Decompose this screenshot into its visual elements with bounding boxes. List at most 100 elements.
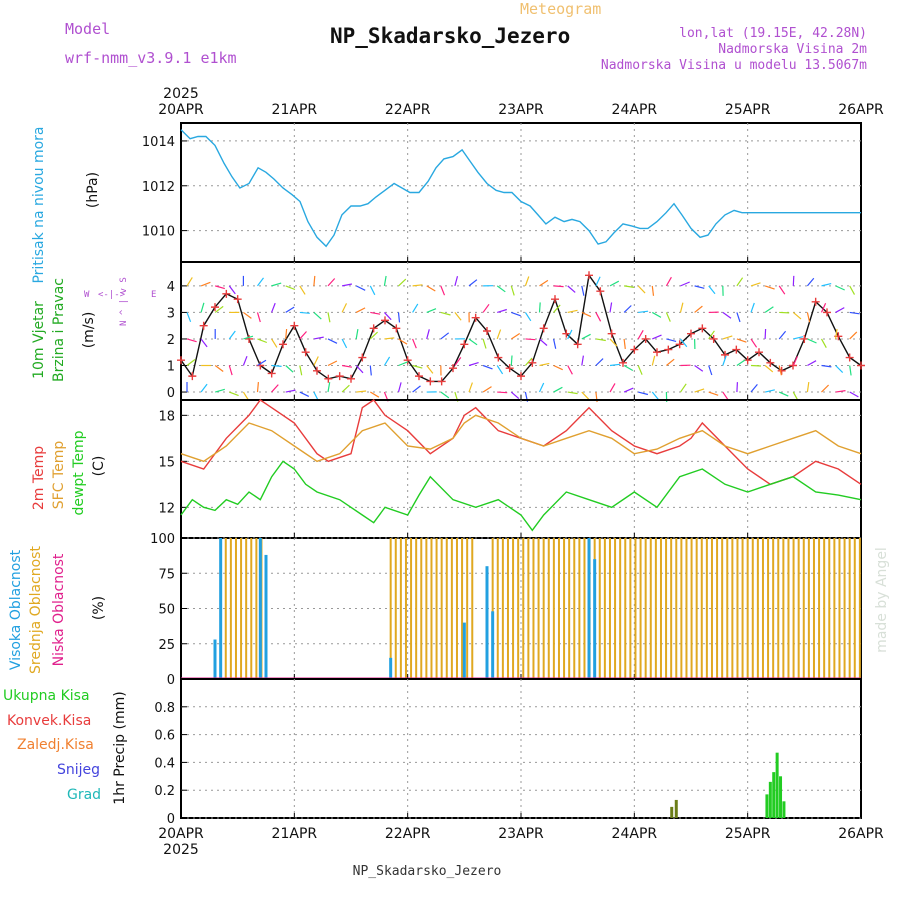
precip-legend-frozen: Zaledj.Kisa	[17, 737, 94, 753]
bar-mid-cloud	[639, 538, 642, 679]
bar-mid-cloud	[455, 538, 458, 679]
wind-arrow	[792, 275, 795, 286]
wind-arrow	[228, 365, 233, 376]
x-date-bottom: 20APR	[158, 826, 204, 842]
speed-marker	[222, 289, 231, 298]
bar-high-cloud	[593, 559, 597, 679]
bar-mid-cloud	[245, 538, 248, 679]
wind-arrow	[384, 337, 395, 340]
bar-mid-cloud	[756, 538, 759, 679]
bar-high-cloud	[258, 538, 262, 679]
wind-arrow	[567, 391, 578, 395]
wind-arrow	[327, 312, 331, 323]
wind-arrow	[750, 384, 758, 393]
bar-mid-cloud	[665, 538, 668, 679]
wind-arrow	[383, 356, 391, 366]
panel-frame	[180, 678, 862, 819]
y-tick-label: 50	[158, 603, 175, 618]
compass-vertical: N ^ | v S	[119, 277, 129, 326]
bar-precip	[782, 801, 786, 818]
wind-arrow	[271, 384, 279, 393]
panel-precip: 0 0.2 0.4 0.6 0.8	[154, 678, 862, 827]
wind-arrow	[285, 365, 294, 373]
bar-mid-cloud	[435, 538, 438, 679]
wind-arrow	[807, 360, 817, 367]
x-date-bottom: 22APR	[385, 826, 431, 842]
wind-arrow	[299, 311, 310, 314]
bar-mid-cloud	[537, 538, 540, 679]
speed-marker	[528, 358, 537, 367]
speed-marker	[630, 345, 639, 354]
wind-arrow	[849, 391, 859, 398]
bar-high-cloud	[462, 622, 466, 679]
bar-mid-cloud	[250, 538, 253, 679]
wind-arrow	[271, 282, 282, 287]
wind-arrow	[454, 276, 459, 287]
wind-arrow	[510, 355, 513, 366]
bar-mid-cloud	[440, 538, 443, 679]
wind-arrow	[792, 356, 798, 366]
x-date-bottom: 26APR	[838, 826, 884, 842]
panel-frame	[180, 399, 862, 539]
bar-mid-cloud	[675, 538, 678, 679]
wind-arrow	[623, 338, 626, 349]
bar-mid-cloud	[603, 538, 606, 679]
wind-arrow	[680, 383, 687, 393]
speed-marker	[245, 334, 253, 343]
speed-marker	[789, 361, 797, 370]
wind-arrow	[285, 389, 296, 393]
y-tick-label: 2	[167, 333, 175, 348]
wind-arrow	[468, 382, 473, 393]
y-tick-label: 1014	[142, 135, 175, 150]
wind-arrow	[538, 302, 541, 313]
wind-arrow	[553, 364, 563, 371]
wind-arrow	[708, 365, 713, 376]
wind-arrow	[242, 355, 248, 366]
wind-arrow	[553, 285, 564, 288]
panel-temperature: 12 15 18	[158, 399, 862, 539]
wind-arrow	[313, 275, 316, 286]
wind-arrow	[806, 382, 810, 393]
speed-marker	[188, 372, 197, 381]
bar-mid-cloud	[619, 538, 622, 679]
wind-arrow	[468, 279, 478, 287]
wind-arrow	[511, 311, 521, 317]
wind-arrow	[299, 391, 310, 397]
wind-arrow	[736, 359, 746, 366]
panel-clouds: 0 25 50 75 100	[150, 532, 862, 688]
bar-mid-cloud	[430, 538, 433, 679]
product-title: Meteogram	[520, 0, 601, 18]
speed-marker	[279, 340, 287, 349]
speed-marker	[177, 356, 185, 365]
speed-marker	[335, 372, 344, 381]
wind-arrow	[215, 388, 225, 393]
wind-arrow	[665, 312, 671, 322]
bar-mid-cloud	[614, 538, 617, 679]
bar-mid-cloud	[649, 538, 652, 679]
wind-arrow	[708, 391, 719, 396]
wind-arrow	[638, 391, 649, 396]
precip-legend-snow: Snijeg	[57, 762, 100, 778]
wind-arrow	[412, 338, 417, 349]
wind-arrow	[778, 285, 786, 295]
bar-precip	[768, 781, 772, 818]
speed-marker	[607, 329, 616, 338]
wind-arrow	[285, 328, 288, 340]
wind-arrow	[708, 285, 716, 295]
wind-arrow	[567, 329, 573, 340]
wind-arrow	[624, 285, 635, 288]
wind-arrow	[694, 305, 703, 313]
wind-arrow	[736, 312, 741, 323]
y-tick-label: 100	[150, 532, 175, 547]
wind-arrow	[256, 312, 261, 323]
panel-frame	[180, 122, 862, 263]
speed-marker	[811, 297, 820, 306]
y-tick-label: 3	[167, 306, 175, 321]
wind-arrow	[496, 329, 502, 340]
y-tick-label: 0.2	[154, 784, 175, 799]
bar-mid-cloud	[772, 538, 775, 679]
wind-arrow	[835, 285, 845, 291]
speed-marker	[505, 364, 514, 373]
wind-arrow	[553, 338, 557, 349]
speed-marker	[267, 369, 276, 378]
